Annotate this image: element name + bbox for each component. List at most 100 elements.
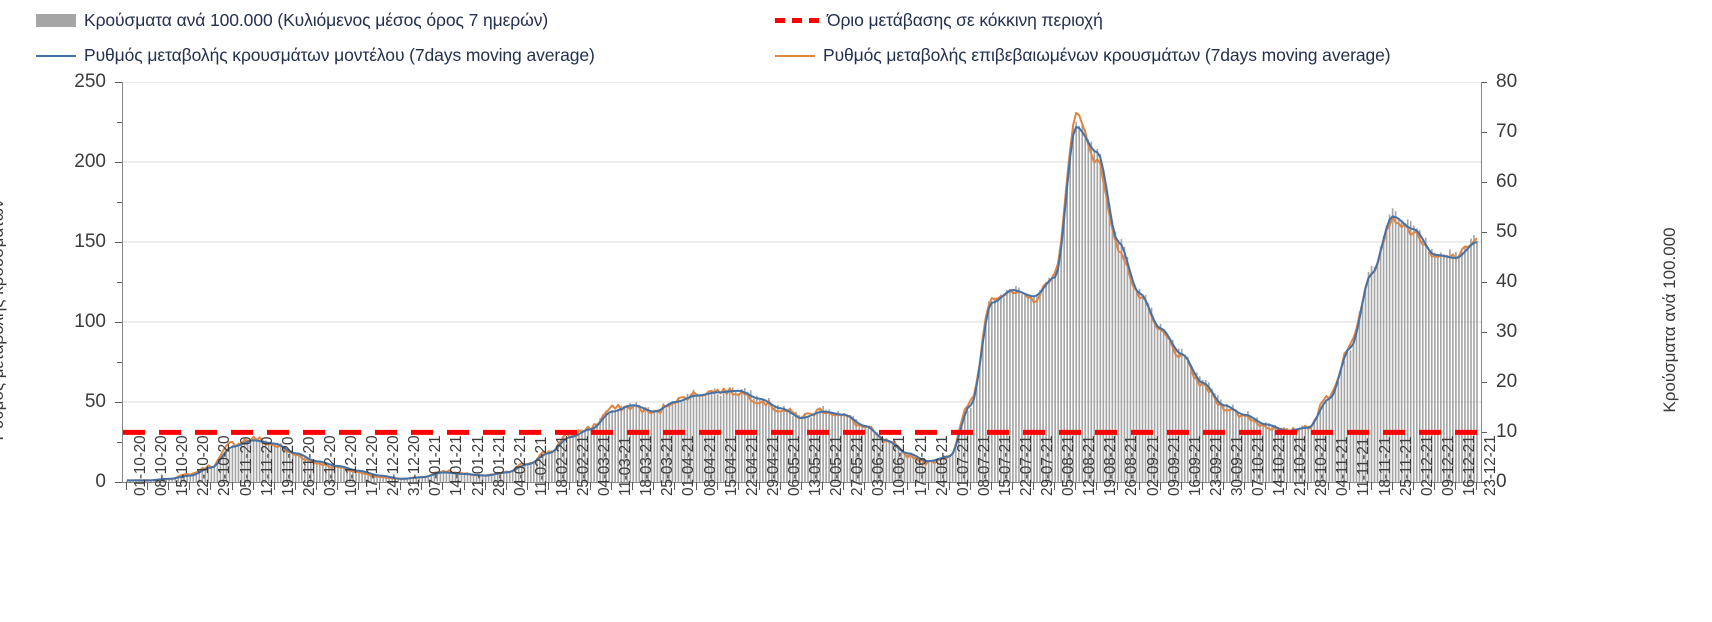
- y-axis-right-tick-label: 30: [1496, 321, 1518, 342]
- x-axis-tickmark: [1159, 482, 1161, 490]
- model-rate-line: [127, 125, 1478, 482]
- y-axis-left-tick-label: 100: [74, 311, 106, 332]
- x-axis-tickmark: [231, 482, 233, 490]
- x-axis-tickmark: [1391, 482, 1393, 490]
- y-axis-right-tickmark: [1480, 482, 1487, 483]
- x-axis-tickmark: [168, 482, 170, 490]
- x-axis-tickmark: [885, 482, 887, 490]
- x-axis-tickmark: [400, 482, 402, 490]
- y-axis-right-tickmark: [1480, 432, 1487, 433]
- legend-item-confirmed-rate[interactable]: Ρυθμός μεταβολής επιβεβαιωμένων κρουσμάτ…: [775, 45, 1391, 66]
- x-axis-tickmark: [1054, 482, 1056, 490]
- y-axis-right-tick-label: 80: [1496, 71, 1518, 92]
- x-axis-tickmark: [1370, 482, 1372, 490]
- x-axis-tickmark: [484, 482, 486, 490]
- legend-label-confirmed-rate: Ρυθμός μεταβολής επιβεβαιωμένων κρουσμάτ…: [823, 45, 1391, 65]
- y-axis-right-tickmark: [1480, 132, 1487, 133]
- chart-legend: Κρούσματα ανά 100.000 (Κυλιόμενος μέσος …: [0, 0, 1712, 70]
- y-axis-left-tickmark: [115, 482, 122, 483]
- x-axis-tickmark: [358, 482, 359, 490]
- y-axis-left-tick-label: 150: [74, 231, 106, 252]
- x-axis-tickmark: [990, 482, 992, 490]
- plot-area: [122, 82, 1482, 483]
- legend-label-threshold: Όριο μετάβασης σε κόκκινη περιοχή: [827, 10, 1103, 30]
- x-axis-tickmark: [801, 482, 802, 490]
- x-axis-tickmark: [716, 482, 718, 490]
- x-axis-tickmark: [442, 482, 444, 490]
- dashed-line-swatch-icon: [775, 18, 819, 23]
- y-axis-left-tick-label: 200: [74, 151, 106, 172]
- x-axis-tickmark: [294, 482, 296, 490]
- x-axis-tickmark: [864, 482, 866, 490]
- x-axis-tick-label: 23-12-21: [1482, 435, 1499, 496]
- legend-item-model-rate[interactable]: Ρυθμός μεταβολής κρουσμάτων μοντέλου (7d…: [36, 45, 595, 66]
- y-axis-left-tick-label: 0: [95, 471, 106, 492]
- x-axis-tickmark: [1033, 482, 1034, 490]
- x-axis-tickmark: [569, 482, 570, 490]
- y-axis-right-tickmark: [1480, 282, 1487, 283]
- x-axis-tickmark: [273, 482, 275, 490]
- y-axis-left-minor-tickmark: [117, 442, 122, 443]
- x-axis-tickmark: [1349, 482, 1351, 490]
- y-axis-right-tickmark: [1480, 332, 1487, 333]
- y-axis-left-minor-tickmark: [117, 202, 122, 203]
- x-axis-tickmark: [547, 482, 549, 490]
- legend-item-cases-bars[interactable]: Κρούσματα ανά 100.000 (Κυλιόμενος μέσος …: [36, 10, 548, 31]
- x-axis-tickmark: [1412, 482, 1414, 490]
- y-axis-right-tick-label: 60: [1496, 171, 1518, 192]
- x-axis-tickmark: [189, 482, 191, 490]
- y-axis-right-tick-label: 0: [1496, 471, 1507, 492]
- x-axis-tickmark: [843, 482, 845, 490]
- y-axis-left-tickmark: [115, 402, 122, 403]
- y-axis-right-tickmark: [1480, 182, 1487, 183]
- x-axis-tickmark: [653, 482, 655, 490]
- x-axis-tickmark: [590, 482, 592, 490]
- legend-item-threshold[interactable]: Όριο μετάβασης σε κόκκινη περιοχή: [775, 10, 1103, 31]
- x-axis-tickmark: [1201, 482, 1203, 490]
- x-axis-tickmark: [1011, 482, 1013, 490]
- y-axis-left-minor-tickmark: [117, 122, 122, 123]
- x-axis-tickmark: [695, 482, 697, 490]
- plot-area-wrapper: Ρυθμός μεταβολής κρουσμάτων Κρούσματα αν…: [0, 70, 1712, 621]
- x-axis-tickmark: [463, 482, 465, 490]
- x-axis-tickmark: [822, 482, 824, 490]
- y-axis-right-title: Κρούσματα ανά 100.000: [1660, 227, 1679, 413]
- x-axis-tickmark: [632, 482, 634, 490]
- y-axis-left-tick-label: 50: [84, 391, 106, 412]
- x-axis-tickmark: [379, 482, 381, 490]
- x-axis-tickmark: [1075, 482, 1077, 490]
- x-axis-tickmark: [315, 482, 317, 490]
- x-axis-tickmark: [1138, 482, 1140, 490]
- x-axis-tickmark: [1454, 482, 1456, 490]
- x-axis-tickmark: [1244, 482, 1245, 490]
- x-axis-tickmark: [147, 482, 149, 490]
- line-swatch-orange-icon: [775, 54, 815, 57]
- y-axis-right-tickmark: [1480, 232, 1487, 233]
- x-axis-tickmark: [336, 482, 338, 490]
- x-axis-tickmark: [1265, 482, 1267, 490]
- y-axis-left-tickmark: [115, 322, 122, 323]
- x-axis-ticks: 01-10-20 08-10-20 15-10-20 22-10-20 29-10-20…: [122, 436, 1499, 622]
- x-axis-tickmark: [779, 482, 781, 490]
- y-axis-left-minor-tickmark: [117, 362, 122, 363]
- x-axis-tickmark: [948, 482, 950, 490]
- chart-canvas: [123, 82, 1481, 482]
- x-axis-tickmark: [505, 482, 507, 490]
- y-axis-left-tickmark: [115, 82, 122, 83]
- bar-series: [126, 121, 1478, 482]
- x-axis-tickmark: [758, 482, 760, 490]
- bar-swatch-icon: [36, 14, 76, 27]
- x-axis-tickmark: [906, 482, 908, 490]
- y-axis-left-tickmark: [115, 162, 122, 163]
- x-axis-tickmark: [526, 482, 528, 490]
- legend-label-model-rate: Ρυθμός μεταβολής κρουσμάτων μοντέλου (7d…: [84, 45, 595, 65]
- y-axis-left-tickmark: [115, 242, 122, 243]
- x-axis-tickmark: [1433, 482, 1435, 490]
- legend-label-cases-bars: Κρούσματα ανά 100.000 (Κυλιόμενος μέσος …: [84, 10, 549, 30]
- x-axis-tickmark: [1476, 482, 1477, 490]
- x-axis-tickmark: [1286, 482, 1288, 490]
- x-axis-tickmark: [1117, 482, 1119, 490]
- x-axis-tickmark: [210, 482, 212, 490]
- x-axis-tickmark: [126, 482, 127, 490]
